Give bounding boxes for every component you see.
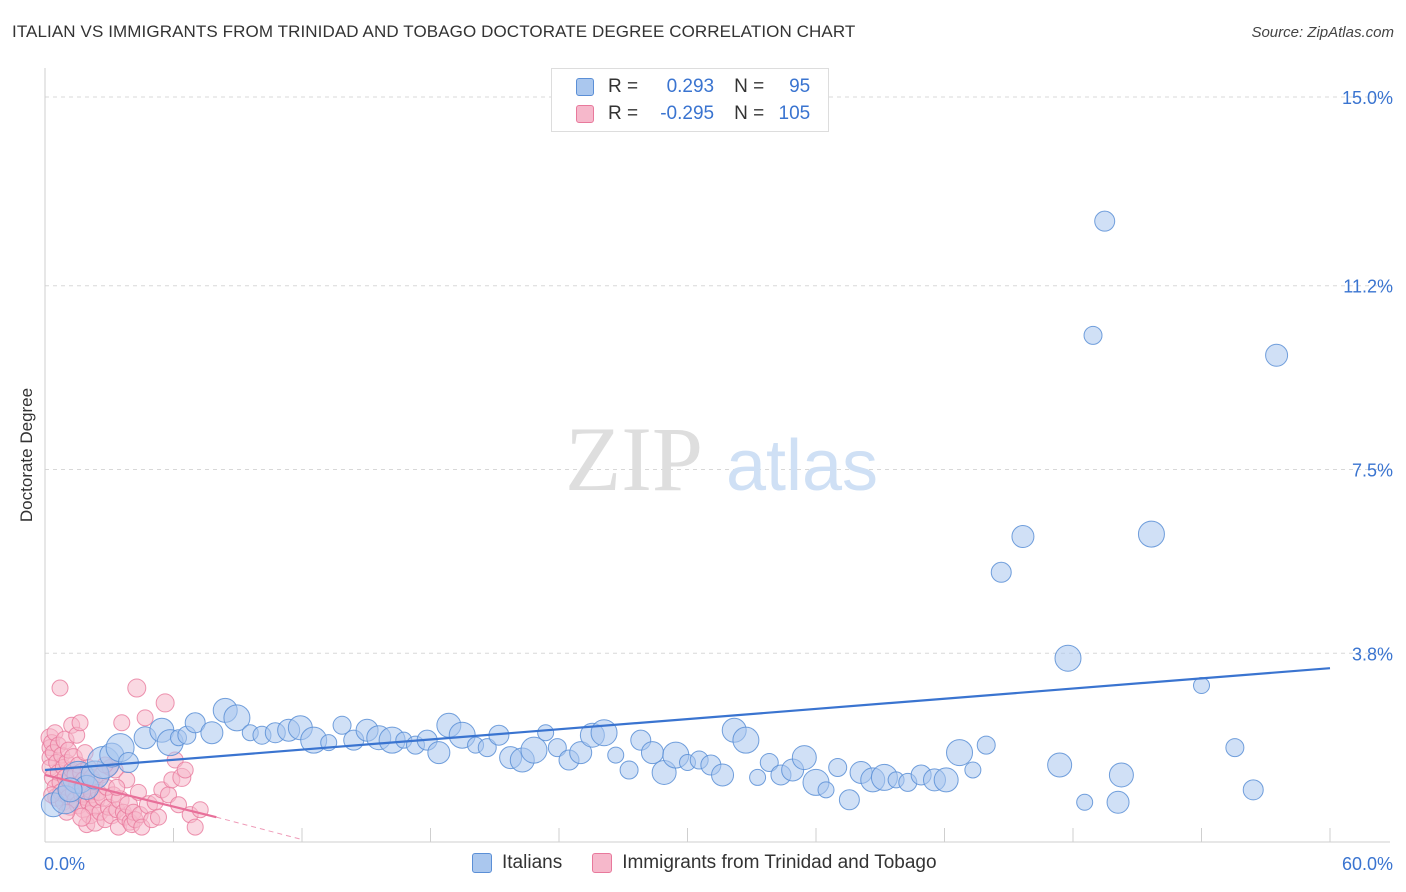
italian-point: [640, 741, 664, 765]
italian-point: [223, 704, 251, 732]
legend-row-italians: R = 0.293 N = 95: [576, 75, 810, 99]
trinidad-point: [186, 818, 204, 836]
italian-point: [200, 721, 224, 745]
italian-point: [184, 712, 206, 734]
trinidad-point: [149, 808, 167, 826]
n-label: N =: [734, 103, 765, 124]
italian-point: [946, 739, 974, 767]
r-value: -0.295: [660, 103, 715, 124]
italian-point: [990, 561, 1012, 583]
y-tick-label: 3.8%: [1352, 644, 1393, 664]
italian-point: [933, 767, 959, 793]
y-tick-label: 15.0%: [1342, 88, 1393, 108]
r-label: R =: [608, 103, 639, 124]
legend-item-italians: Italians: [472, 852, 562, 874]
legend-swatch-blue: [576, 78, 594, 96]
n-value: 95: [789, 76, 811, 97]
italian-point: [1054, 644, 1082, 672]
italian-point: [976, 735, 996, 755]
watermark: ZIP atlas: [565, 408, 878, 510]
blue-series-points: [40, 210, 1289, 818]
legend-label: Immigrants from Trinidad and Tobago: [622, 852, 937, 873]
italian-point: [732, 726, 760, 754]
trinidad-point: [72, 807, 92, 827]
italian-point: [1225, 738, 1245, 758]
italian-point: [477, 738, 497, 758]
italian-point: [1193, 677, 1210, 695]
tick-labels: 3.8% 7.5% 11.2% 15.0% 0.0% 60.0%: [44, 88, 1393, 874]
legend-swatch-pink: [592, 853, 613, 873]
italian-point: [57, 777, 83, 803]
italian-point: [547, 738, 567, 758]
trinidad-trend-line: [44, 773, 217, 819]
trinidad-point: [71, 714, 89, 732]
legend-item-trinidad: Immigrants from Trinidad and Tobago: [592, 852, 937, 874]
legend-row-trinidad: R = -0.295 N = 105: [576, 102, 810, 126]
n-label: N =: [734, 76, 765, 97]
watermark-zip: ZIP: [565, 408, 703, 510]
x-tick-label: 60.0%: [1342, 854, 1393, 874]
italian-point: [1011, 525, 1035, 549]
r-value: 0.293: [666, 76, 715, 97]
stats-legend: R = 0.293 N = 95 R = -0.295 N = 105: [551, 68, 829, 132]
italian-point: [332, 715, 352, 735]
trinidad-trend-extension: [216, 816, 303, 841]
trend-lines: [44, 667, 1331, 841]
italian-point: [759, 753, 779, 773]
italian-point: [828, 758, 848, 777]
grid-lines: [45, 96, 1390, 654]
series-legend: Italians Immigrants from Trinidad and To…: [472, 852, 967, 874]
italian-point: [590, 719, 618, 747]
trinidad-point: [155, 693, 175, 713]
italian-point: [749, 768, 767, 786]
italian-point: [520, 736, 548, 764]
italian-point: [838, 789, 860, 811]
italian-point: [1094, 210, 1116, 232]
italian-point: [817, 781, 835, 799]
trinidad-point: [136, 709, 154, 727]
italian-point: [1106, 790, 1130, 814]
italian-point: [607, 746, 625, 764]
chart-title: ITALIAN VS IMMIGRANTS FROM TRINIDAD AND …: [12, 22, 856, 41]
y-tick-label: 11.2%: [1343, 277, 1393, 297]
y-tick-label: 7.5%: [1352, 461, 1393, 481]
italian-point: [1265, 343, 1289, 367]
legend-swatch-pink: [576, 105, 594, 123]
trinidad-point: [176, 761, 194, 779]
italian-point: [1242, 779, 1264, 801]
italian-point: [711, 763, 735, 787]
trinidad-point: [113, 714, 131, 732]
r-label: R =: [608, 76, 639, 97]
axes: [44, 68, 1390, 843]
watermark-atlas: atlas: [726, 426, 878, 506]
n-value: 105: [778, 103, 811, 124]
italian-point: [537, 724, 555, 742]
italian-point: [1047, 752, 1073, 778]
source-label: Source: ZipAtlas.com: [1251, 24, 1394, 41]
italian-point: [1076, 793, 1094, 811]
italian-point: [964, 761, 982, 779]
legend-swatch-blue: [472, 853, 492, 873]
trinidad-point: [127, 678, 147, 698]
legend-label: Italians: [502, 852, 563, 873]
italian-point: [1108, 762, 1134, 788]
italian-point: [791, 745, 817, 771]
italians-trend-line: [44, 667, 1331, 772]
italian-point: [427, 741, 451, 765]
italian-point: [1137, 520, 1165, 548]
italian-point: [1083, 325, 1103, 345]
italian-point: [619, 760, 639, 780]
trinidad-point: [51, 679, 69, 697]
italian-point: [569, 741, 593, 765]
x-tick-label: 0.0%: [44, 854, 85, 874]
